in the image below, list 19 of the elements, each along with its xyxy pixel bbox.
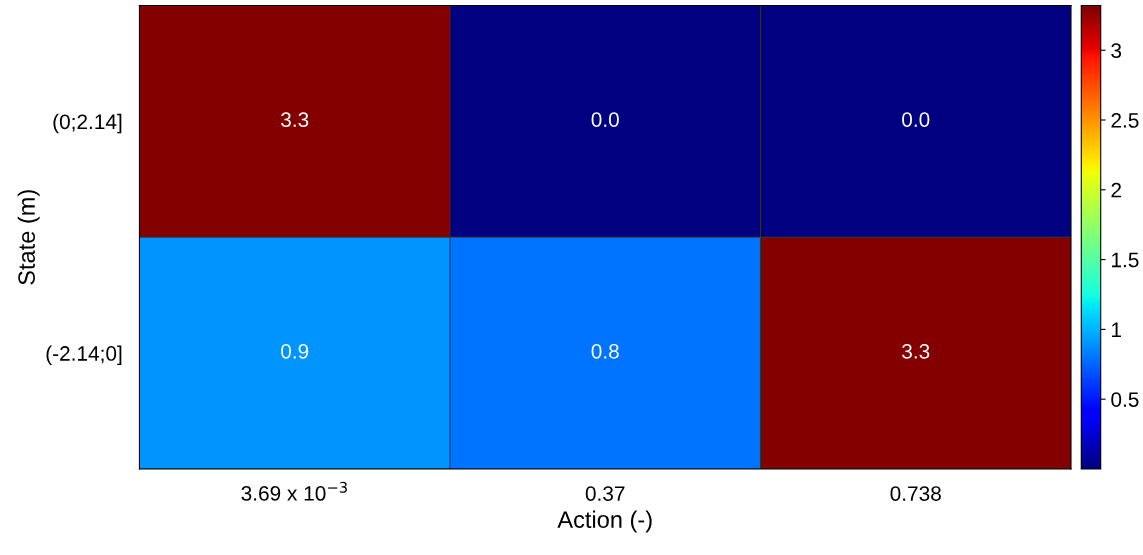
x-tick-label: 0.738	[890, 486, 941, 501]
y-tick-label: (-2.14;0]	[46, 345, 122, 365]
color-bar-label: 2	[1111, 182, 1121, 198]
data-label: 3.3	[902, 343, 930, 359]
color-bar-label: 3	[1111, 43, 1122, 58]
data-label: 0.0	[902, 112, 930, 127]
color-bar-label: 2.5	[1111, 113, 1139, 128]
color-bar-label: 1	[1112, 322, 1121, 337]
color-bar-label: 0.5	[1111, 392, 1139, 407]
y-tick-label: (0;2.14]	[53, 113, 122, 134]
data-label: 0.9	[281, 343, 309, 359]
x-tick-label: 0.37	[585, 486, 625, 501]
data-label: 0.0	[591, 112, 619, 127]
x-tick-label: 3.69 x 10$^{−3}$	[241, 481, 347, 501]
color-bar-label: 1.5	[1112, 252, 1139, 268]
data-label: 3.3	[281, 112, 309, 127]
data-label: 0.8	[591, 343, 619, 359]
x-axis-title: Action (-)	[557, 510, 652, 533]
y-axis-title: State (m)	[17, 190, 40, 285]
